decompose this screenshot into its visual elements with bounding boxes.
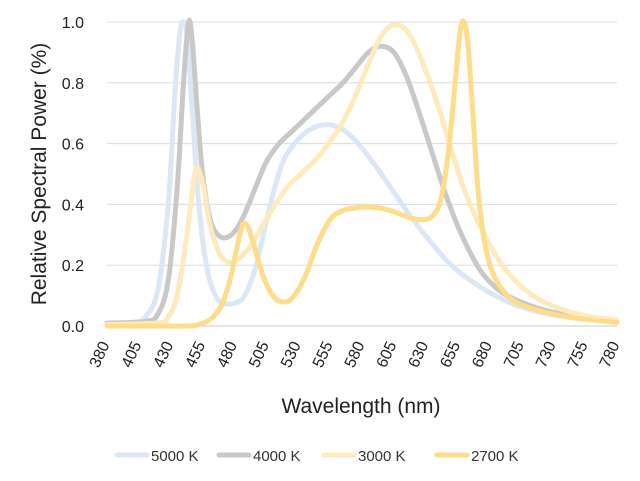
x-tick-labels: 380 405 430 455 480 505 530 555 580 605 630 655 680 7… (87, 339, 624, 370)
x-tick-label: 555 (310, 339, 337, 370)
x-tick-label: 380 (87, 339, 114, 370)
x-tick-label: 780 (597, 339, 624, 370)
x-tick-label: 755 (565, 339, 592, 370)
series-line-4 (104, 18, 620, 329)
x-tick-label: 580 (342, 339, 369, 370)
x-tick-label: 405 (119, 339, 146, 370)
legend: 5000 K 4000 K 3000 K 2700 K (114, 448, 519, 465)
x-tick-label: 705 (501, 339, 528, 370)
x-tick-label: 455 (182, 339, 209, 370)
y-tick-label: 0.0 (62, 319, 84, 336)
series-line-1 (104, 19, 620, 326)
y-tick-labels: 0.0 0.2 0.4 0.6 0.8 1.0 (62, 15, 84, 336)
y-tick-label: 0.6 (62, 137, 84, 154)
x-tick-label: 430 (151, 339, 178, 370)
x-tick-label: 630 (406, 339, 433, 370)
legend-label: 4000 K (253, 448, 301, 465)
x-tick-label: 530 (278, 339, 305, 370)
x-tick-label: 655 (437, 339, 464, 370)
x-tick-label: 730 (533, 339, 560, 370)
x-tick-label: 505 (246, 339, 273, 370)
legend-label: 5000 K (151, 448, 199, 465)
series-line-2 (104, 17, 620, 326)
y-tick-label: 0.4 (62, 197, 84, 214)
series-lines (104, 17, 620, 329)
y-tick-label: 1.0 (62, 15, 84, 32)
y-tick-label: 0.2 (62, 258, 84, 275)
legend-label: 2700 K (471, 448, 519, 465)
x-tick-label: 480 (214, 339, 241, 370)
x-axis-label: Wavelength (nm) (281, 395, 440, 418)
x-tick-label: 680 (469, 339, 496, 370)
y-tick-label: 0.8 (62, 76, 84, 93)
x-tick-label: 605 (374, 339, 401, 370)
legend-label: 3000 K (358, 448, 406, 465)
y-axis-label: Relative Spectral Power (%) (28, 43, 51, 306)
